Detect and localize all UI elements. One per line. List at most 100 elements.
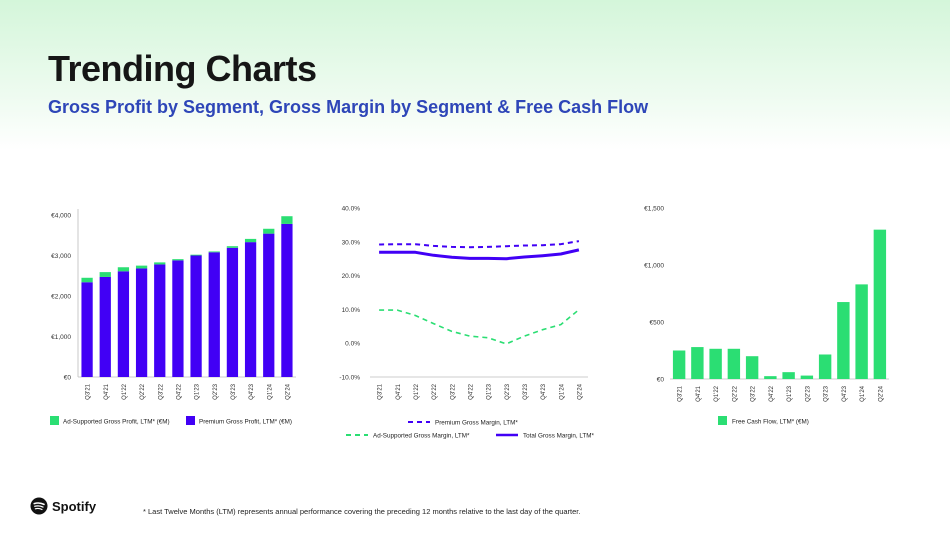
x-tick-label: Q1'24	[860, 385, 866, 401]
premium-gross-profit-bar	[99, 276, 111, 377]
x-tick-label: Q1'22	[714, 385, 720, 401]
ad-supported-gross-profit-bar	[135, 265, 148, 269]
y-tick-label: €500	[650, 320, 665, 327]
spotify-wordmark: Spotify	[52, 498, 97, 514]
spotify-icon	[30, 497, 48, 515]
ad-supported-gross-profit-bar	[244, 238, 257, 243]
x-tick-label: Q4'22	[176, 383, 182, 399]
free-cash-flow-bar	[818, 354, 832, 379]
y-tick-label: €2,000	[51, 294, 71, 301]
x-tick-label: Q3'23	[231, 383, 237, 399]
ad-supported-gross-profit-bar	[226, 246, 239, 248]
legend-label-premium-gross-margin-ltm: Premium Gross Margin, LTM*	[435, 420, 518, 427]
free-cash-flow-bar	[782, 372, 795, 379]
x-tick-label: Q1'24	[267, 383, 273, 399]
free-cash-flow-bar	[873, 229, 887, 379]
y-tick-label: 30.0%	[342, 239, 361, 246]
free-cash-flow-bar	[727, 348, 741, 379]
x-tick-label: Q4'23	[541, 383, 547, 399]
y-tick-label: €0	[64, 375, 72, 382]
premium-gross-profit-bar	[190, 255, 202, 377]
y-tick-label: €4,000	[51, 213, 71, 220]
free-cash-flow-bar	[764, 376, 777, 379]
x-tick-label: Q3'22	[450, 383, 456, 399]
legend-swatch-ad-supported	[50, 416, 59, 425]
x-tick-label: Q1'24	[559, 383, 565, 399]
legend-label-ad-supported: Ad-Supported Gross Profit, LTM* (€M)	[63, 419, 170, 426]
gross-margin-chart: -10.0% 0.0% 10.0% 20.0% 30.0% 40.0% Q3'21 Q4'21…	[339, 206, 594, 440]
x-tick-label: Q4'23	[249, 383, 255, 399]
x-tick-label: Q1'22	[122, 383, 128, 399]
x-tick-label: Q4'22	[468, 383, 474, 399]
total-gross-margin-ltm-line	[379, 248, 580, 261]
free-cash-flow-bar	[709, 348, 722, 379]
footnote: * Last Twelve Months (LTM) represents an…	[143, 507, 581, 516]
premium-gross-profit-bar	[226, 247, 239, 377]
x-tick-label: Q3'23	[824, 385, 830, 401]
free-cash-flow-bar	[745, 356, 759, 379]
free-cash-flow-bar	[837, 302, 850, 379]
premium-gross-profit-bar	[172, 260, 184, 377]
spotify-logo: Spotify	[30, 497, 96, 515]
free-cash-flow-bar	[672, 350, 686, 379]
premium-gross-profit-bar	[81, 282, 93, 377]
y-tick-label: €1,000	[51, 334, 71, 341]
y-tick-label: €1,500	[644, 206, 664, 213]
legend-swatch-premium	[186, 416, 195, 425]
y-tick-label: 0.0%	[345, 341, 360, 348]
x-tick-label: Q1'23	[487, 383, 493, 399]
x-tick-label: Q2'23	[805, 385, 811, 401]
free-cash-flow-bar	[800, 375, 814, 379]
premium-gross-profit-bar	[135, 268, 148, 377]
x-tick-label: Q3'21	[86, 383, 92, 399]
premium-gross-profit-bar	[244, 242, 257, 377]
legend-label-premium: Premium Gross Profit, LTM* (€M)	[199, 419, 292, 426]
free-cash-flow-chart: €0 €500 €1,000 €1,500 Q3'21 Q4'21 Q1'22 Q2'22 Q3…	[644, 206, 889, 426]
y-tick-label: €1,000	[644, 263, 664, 270]
ad-supported-gross-profit-bar	[99, 272, 111, 277]
x-tick-label: Q4'21	[396, 383, 402, 399]
ad-supported-gross-profit-bar	[263, 228, 275, 234]
page-subtitle: Gross Profit by Segment, Gross Margin by…	[48, 97, 649, 117]
legend-label-ad-supported-gross-margin-ltm: Ad-Supported Gross Margin, LTM*	[373, 433, 470, 440]
y-tick-label: 20.0%	[342, 273, 361, 280]
y-tick-label: €3,000	[51, 253, 71, 260]
legend-label-total-gross-margin-ltm: Total Gross Margin, LTM*	[523, 433, 594, 440]
y-tick-label: -10.0%	[339, 375, 360, 382]
x-tick-label: Q2'24	[285, 383, 291, 399]
x-tick-label: Q2'23	[213, 383, 219, 399]
x-tick-label: Q2'23	[505, 383, 511, 399]
x-tick-label: Q4'22	[769, 385, 775, 401]
x-tick-label: Q2'24	[878, 385, 884, 401]
x-tick-label: Q1'23	[195, 383, 201, 399]
gross-profit-chart: €0 €1,000 €2,000 €3,000 €4,000 Q3'21 Q4'21 Q1'2…	[50, 209, 296, 426]
x-tick-label: Q3'22	[751, 385, 757, 401]
legend-swatch-free-cash-flow	[718, 416, 727, 425]
ad-supported-gross-profit-bar	[281, 216, 293, 224]
ad-supported-gross-margin-ltm-line	[379, 309, 580, 345]
x-tick-label: Q4'21	[104, 383, 110, 399]
y-tick-label: 10.0%	[342, 307, 361, 314]
x-tick-label: Q4'23	[842, 385, 848, 401]
premium-gross-profit-bar	[281, 223, 293, 377]
x-tick-label: Q3'22	[158, 383, 164, 399]
free-cash-flow-bar	[855, 284, 868, 379]
free-cash-flow-bar	[691, 347, 704, 379]
x-tick-label: Q2'24	[577, 383, 583, 399]
ad-supported-gross-profit-bar	[154, 262, 166, 265]
x-tick-label: Q4'21	[696, 385, 702, 401]
x-tick-label: Q2'22	[140, 383, 146, 399]
legend-label-free-cash-flow: Free Cash Flow, LTM* (€M)	[732, 419, 809, 426]
ad-supported-gross-profit-bar	[81, 277, 93, 283]
premium-gross-profit-bar	[117, 271, 130, 377]
premium-gross-profit-bar	[154, 264, 166, 377]
x-tick-label: Q3'21	[678, 385, 684, 401]
ad-supported-gross-profit-bar	[172, 259, 184, 261]
y-tick-label: 40.0%	[342, 206, 361, 213]
page-title: Trending Charts	[48, 48, 317, 89]
x-tick-label: Q1'22	[414, 383, 420, 399]
x-tick-label: Q1'23	[787, 385, 793, 401]
premium-gross-margin-ltm-line	[379, 240, 580, 249]
ad-supported-gross-profit-bar	[208, 251, 220, 253]
x-tick-label: Q2'22	[432, 383, 438, 399]
